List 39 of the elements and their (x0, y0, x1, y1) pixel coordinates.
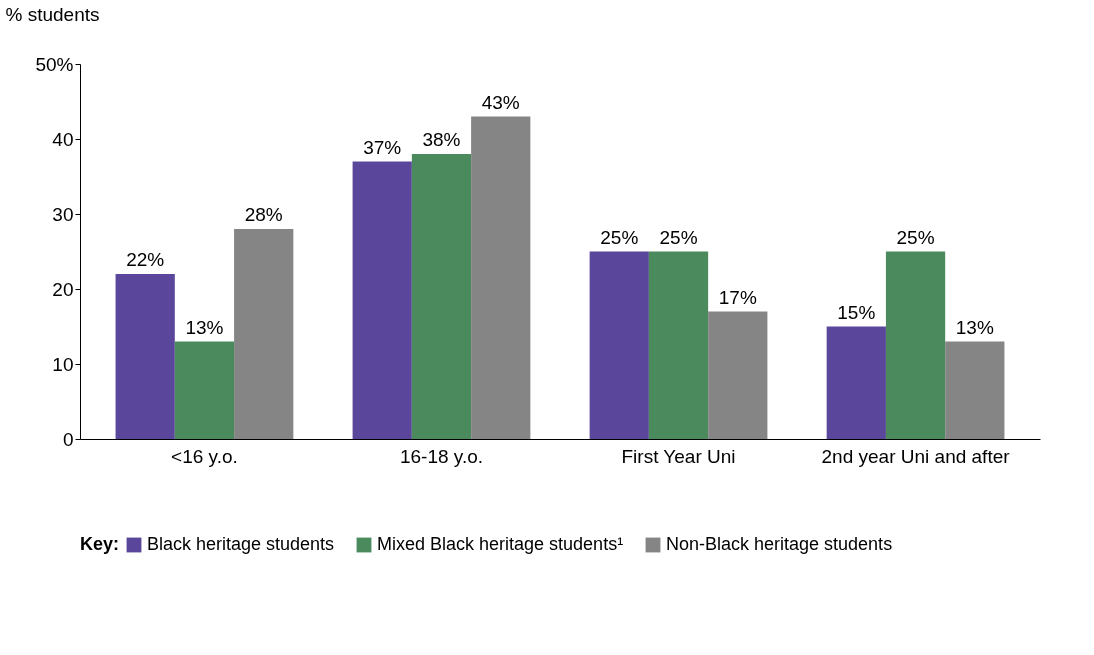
bar (648, 251, 709, 439)
data-label: 25% (896, 226, 935, 248)
data-label: 25% (659, 226, 698, 248)
data-label: 25% (600, 226, 639, 248)
data-label: 15% (837, 301, 876, 323)
data-label: 13% (185, 316, 224, 338)
bar (589, 251, 649, 439)
bar (826, 326, 886, 439)
y-tick-label: 0 (62, 428, 74, 450)
data-label: 43% (481, 91, 520, 113)
x-tick-label: 16-18 y.o. (399, 445, 484, 467)
data-label: 22% (126, 249, 165, 270)
y-tick-label: 10 (52, 353, 74, 375)
bar (234, 229, 294, 439)
bar (471, 116, 531, 439)
y-axis-title: % students (5, 3, 100, 25)
bar (708, 311, 768, 439)
legend-title: Key: (80, 534, 120, 554)
x-tick-label: <16 y.o. (171, 445, 238, 467)
legend-label: Non-Black heritage students (666, 534, 893, 554)
bar (174, 341, 235, 439)
bar (411, 154, 472, 439)
data-label: 13% (955, 316, 994, 338)
bar (945, 341, 1005, 439)
y-tick-label: 50% (35, 53, 74, 75)
data-label: 17% (718, 286, 757, 308)
x-tick-label: First Year Uni (621, 445, 736, 467)
bar (885, 251, 946, 439)
y-tick-label: 40 (52, 128, 74, 150)
bar (115, 274, 175, 439)
data-label: 28% (244, 204, 283, 225)
data-label: 37% (363, 136, 402, 158)
bar (352, 161, 412, 439)
legend-label: Black heritage students (147, 534, 335, 554)
legend-label: Mixed Black heritage students¹ (377, 534, 624, 554)
y-tick-label: 20 (52, 278, 74, 300)
y-tick-label: 30 (52, 203, 74, 225)
data-label: 38% (422, 129, 461, 150)
x-tick-label: 2nd year Uni and after (821, 445, 1011, 467)
